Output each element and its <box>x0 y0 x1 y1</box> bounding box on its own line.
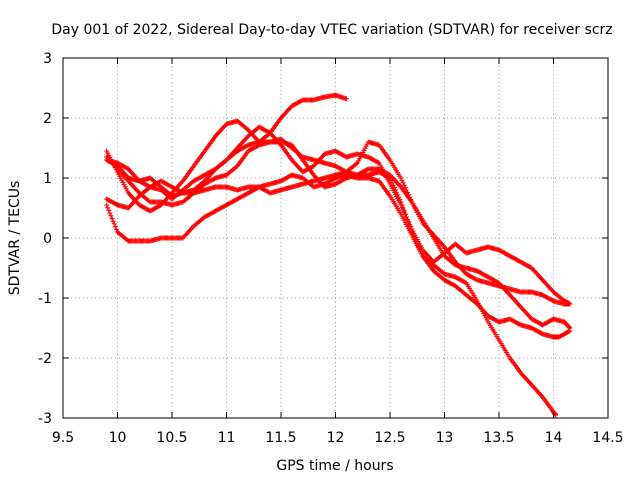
data-point <box>391 185 397 191</box>
data-point <box>106 207 112 213</box>
axis-ticks: 9.5 10 10.5 11 11.5 12 12.5 13 13.5 14 14.5-3-2-10… <box>38 51 624 446</box>
data-point <box>398 199 404 205</box>
data-point <box>400 205 406 211</box>
y-tick-label: -2 <box>38 351 52 367</box>
data-point <box>255 143 261 149</box>
data-point <box>107 210 113 216</box>
data-point <box>402 211 408 217</box>
data-point <box>395 192 401 198</box>
series-track-3 <box>104 136 573 307</box>
data-point <box>342 176 348 182</box>
data-point <box>553 412 559 418</box>
data-point <box>111 221 117 227</box>
data-point <box>212 176 218 182</box>
data-point <box>397 197 403 203</box>
data-point <box>567 301 573 307</box>
data-point <box>566 324 572 330</box>
data-point <box>399 202 405 208</box>
x-tick-label: 11 <box>218 430 236 446</box>
x-tick-label: 12.5 <box>374 430 405 446</box>
data-point <box>567 325 573 331</box>
x-axis-label: GPS time / hours <box>276 458 393 474</box>
y-tick-label: -3 <box>38 411 52 427</box>
data-point <box>244 143 250 149</box>
data-point <box>517 321 523 327</box>
data-point <box>331 176 337 182</box>
data-point <box>462 279 468 285</box>
data-point <box>398 175 404 181</box>
data-point <box>113 201 119 207</box>
data-point <box>392 187 398 193</box>
series-track-2 <box>104 124 573 307</box>
data-point <box>299 98 305 104</box>
y-tick-label: 1 <box>43 171 52 187</box>
data-point <box>105 205 111 211</box>
x-tick-label: 14 <box>545 430 563 446</box>
x-tick-label: 13.5 <box>483 430 514 446</box>
data-point <box>394 189 400 195</box>
y-axis-label: SDTVAR / TECUs <box>7 181 23 296</box>
data-point <box>104 202 110 208</box>
data-point <box>109 216 115 221</box>
data-point <box>539 330 545 336</box>
data-point <box>179 189 185 195</box>
data-point <box>400 180 406 186</box>
data-point <box>343 96 349 102</box>
data-point <box>353 161 359 167</box>
y-tick-label: -1 <box>38 291 52 307</box>
x-tick-label: 9.5 <box>52 430 74 446</box>
x-tick-label: 10.5 <box>156 430 187 446</box>
data-point <box>108 213 114 219</box>
x-tick-label: 14.5 <box>592 430 623 446</box>
data-points <box>104 92 573 418</box>
data-point <box>407 223 413 229</box>
data-point <box>401 182 407 188</box>
chart-title: Day 001 of 2022, Sidereal Day-to-day VTE… <box>51 22 612 38</box>
data-point <box>390 182 396 188</box>
series-track-5 <box>104 172 559 418</box>
grid-lines <box>63 58 608 418</box>
y-tick-label: 3 <box>43 51 52 67</box>
data-point <box>255 185 261 191</box>
data-point <box>124 237 130 243</box>
x-tick-label: 10 <box>109 430 127 446</box>
data-point <box>146 198 152 204</box>
data-point <box>399 177 405 183</box>
data-point <box>549 297 555 303</box>
data-point <box>566 329 572 335</box>
data-point <box>401 208 407 214</box>
x-tick-label: 13 <box>436 430 454 446</box>
data-point <box>403 214 409 220</box>
x-tick-label: 12 <box>327 430 345 446</box>
data-point <box>110 218 116 224</box>
data-point <box>473 276 479 282</box>
data-point <box>375 159 381 165</box>
data-point <box>402 185 408 191</box>
data-point <box>112 224 118 230</box>
y-tick-label: 2 <box>43 111 52 127</box>
series-track-6 <box>104 139 573 331</box>
data-point <box>233 164 239 170</box>
data-point <box>364 167 370 173</box>
data-point <box>396 194 402 200</box>
x-tick-label: 11.5 <box>265 430 296 446</box>
data-point <box>389 180 395 186</box>
data-point <box>113 226 119 232</box>
y-tick-label: 0 <box>43 231 52 247</box>
